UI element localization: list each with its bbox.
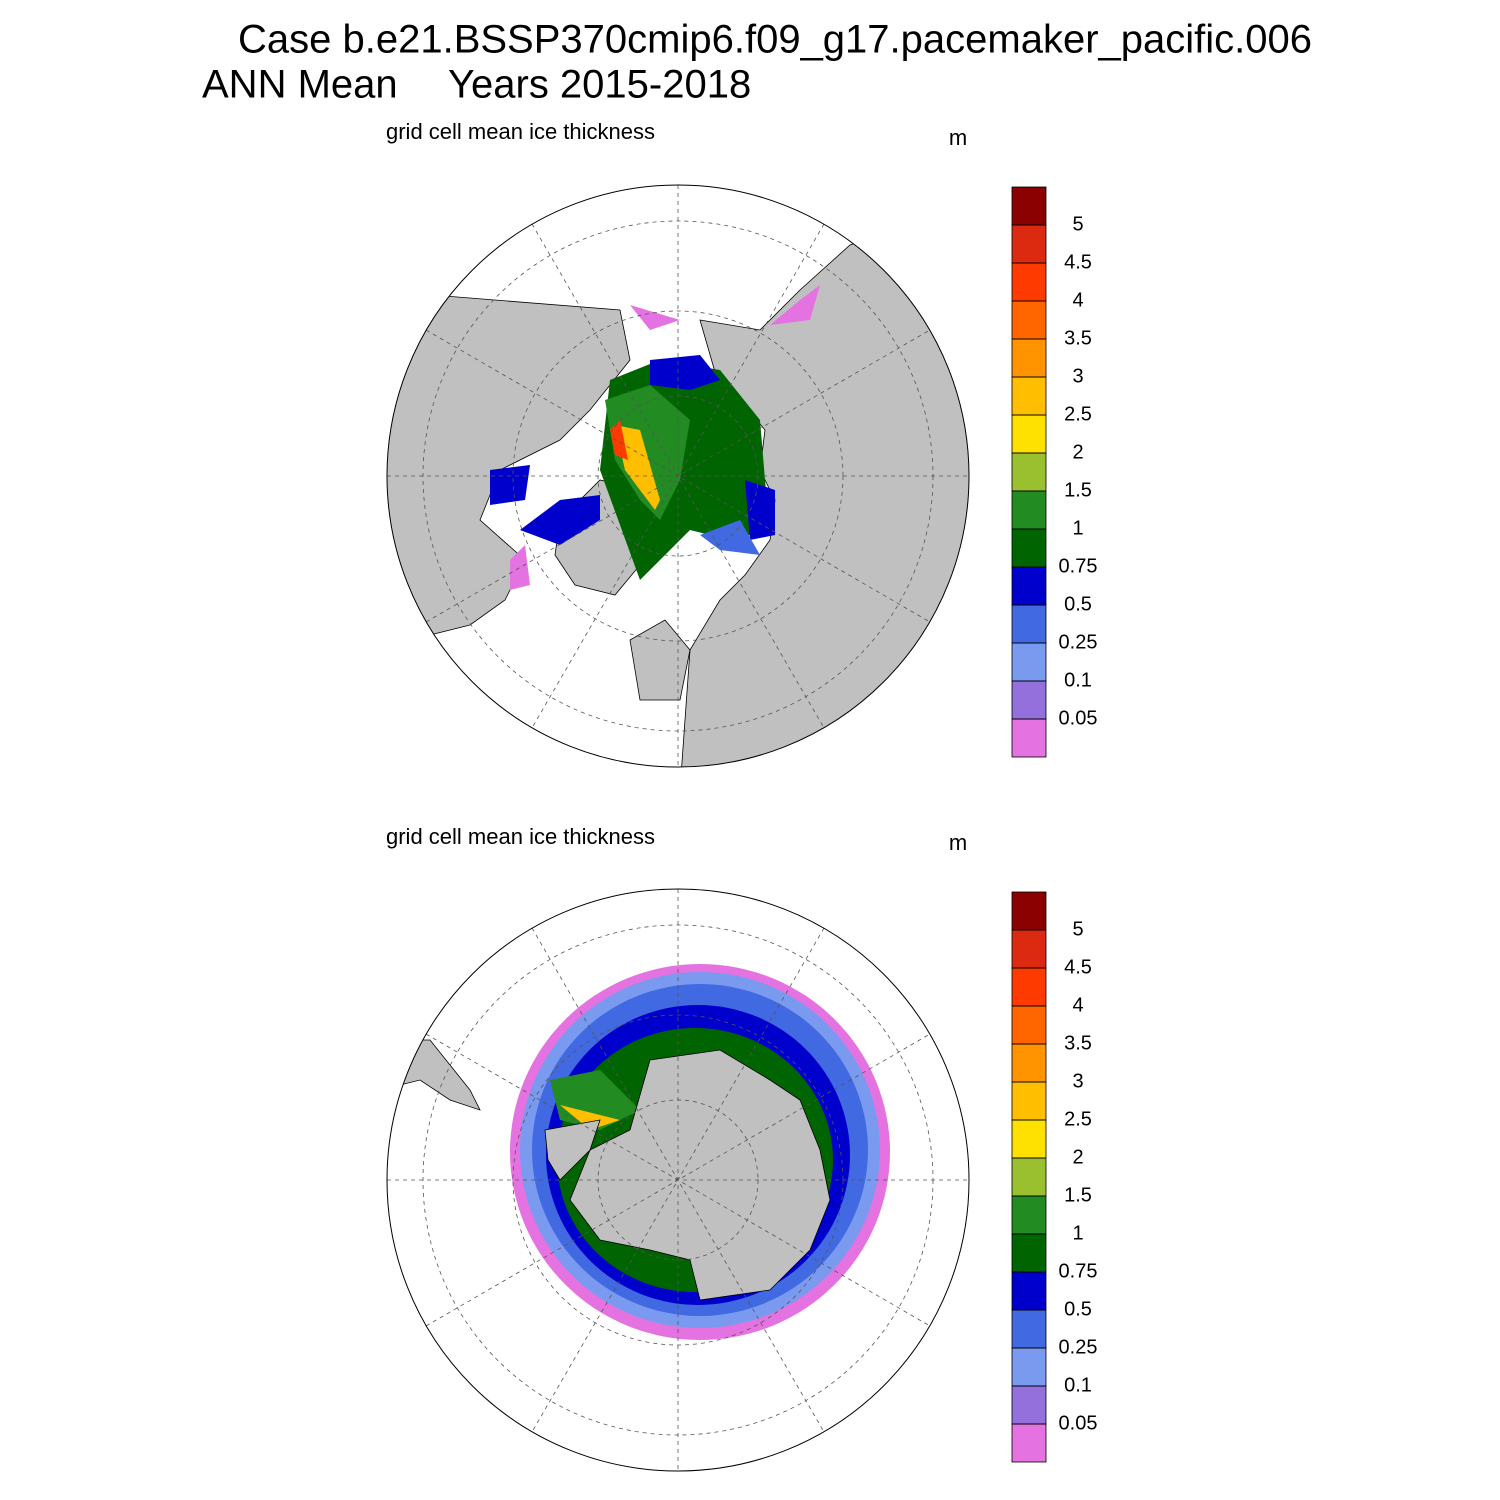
colorbar-box — [1011, 186, 1047, 226]
colorbar-label: 2 — [1072, 1146, 1083, 1168]
colorbar-box — [1011, 1157, 1047, 1197]
map-north — [387, 185, 969, 767]
colorbar-label: 0.5 — [1064, 593, 1092, 615]
colorbar-box — [1011, 642, 1047, 682]
colorbar-box — [1011, 1271, 1047, 1311]
colorbar: 0.05 0.1 0.25 0.5 0.75 1 1.5 2 2.5 3 3.5 4 4.5 5 — [1011, 891, 1098, 1463]
colorbar-label: 1.5 — [1064, 1184, 1092, 1206]
colorbar-box — [1011, 528, 1047, 568]
colorbar-label: 0.05 — [1059, 707, 1098, 729]
colorbar-box — [1011, 718, 1047, 758]
colorbar-label: 5 — [1072, 213, 1083, 235]
colorbar-box — [1011, 929, 1047, 969]
colorbar-label: 0.5 — [1064, 1298, 1092, 1320]
colorbar-label: 3 — [1072, 1070, 1083, 1092]
colorbar-label: 3 — [1072, 365, 1083, 387]
colorbar-label: 4 — [1072, 994, 1083, 1016]
colorbar-label: 0.75 — [1059, 555, 1098, 577]
colorbar-label: 3.5 — [1064, 327, 1092, 349]
colorbar-box — [1011, 1309, 1047, 1349]
colorbar-box — [1011, 604, 1047, 644]
colorbar-label: 1.5 — [1064, 479, 1092, 501]
colorbar-box — [1011, 262, 1047, 302]
map-frame — [386, 888, 970, 1472]
units: m — [949, 830, 967, 855]
colorbar-box — [1011, 1195, 1047, 1235]
colorbar-label: 0.25 — [1059, 631, 1098, 653]
subtitle-left: ANN Mean — [202, 63, 398, 107]
colorbar-box — [1011, 490, 1047, 530]
colorbar-label: 0.75 — [1059, 1260, 1098, 1282]
colorbar-box — [1011, 300, 1047, 340]
colorbar-label: 4 — [1072, 289, 1083, 311]
colorbar-box — [1011, 224, 1047, 264]
colorbar-label: 5 — [1072, 918, 1083, 940]
colorbar-label: 2.5 — [1064, 403, 1092, 425]
colorbar-box — [1011, 1119, 1047, 1159]
colorbar-box — [1011, 1043, 1047, 1083]
units: m — [949, 125, 967, 150]
colorbar-label: 2.5 — [1064, 1108, 1092, 1130]
colorbar-label: 0.25 — [1059, 1336, 1098, 1358]
colorbar-box — [1011, 1005, 1047, 1045]
colorbar-label: 1 — [1072, 1222, 1083, 1244]
colorbar-label: 1 — [1072, 517, 1083, 539]
colorbar-box — [1011, 1347, 1047, 1387]
colorbar-label: 2 — [1072, 441, 1083, 463]
colorbar-label: 0.1 — [1064, 1374, 1092, 1396]
colorbar-box — [1011, 891, 1047, 931]
colorbar-box — [1011, 452, 1047, 492]
colorbar-box — [1011, 1233, 1047, 1273]
colorbar-label: 0.1 — [1064, 669, 1092, 691]
colorbar-box — [1011, 1423, 1047, 1463]
map-south — [387, 889, 969, 1471]
subtitle-right: Years 2015-2018 — [448, 63, 751, 107]
colorbar-box — [1011, 680, 1047, 720]
panel-title: grid cell mean ice thickness — [386, 119, 655, 144]
colorbar-box — [1011, 566, 1047, 606]
map-frame — [386, 184, 970, 768]
colorbar-box — [1011, 1385, 1047, 1425]
title: Case b.e21.BSSP370cmip6.f09_g17.pacemake… — [238, 18, 1312, 62]
colorbar-label: 0.05 — [1059, 1412, 1098, 1434]
colorbar-label: 3.5 — [1064, 1032, 1092, 1054]
colorbar-box — [1011, 967, 1047, 1007]
colorbar-box — [1011, 376, 1047, 416]
colorbar-box — [1011, 338, 1047, 378]
colorbar-label: 4.5 — [1064, 956, 1092, 978]
colorbar-box — [1011, 414, 1047, 454]
panel-title: grid cell mean ice thickness — [386, 824, 655, 849]
colorbar-label: 4.5 — [1064, 251, 1092, 273]
colorbar: 0.05 0.1 0.25 0.5 0.75 1 1.5 2 2.5 3 3.5 4 4.5 5 — [1011, 186, 1098, 758]
colorbar-box — [1011, 1081, 1047, 1121]
